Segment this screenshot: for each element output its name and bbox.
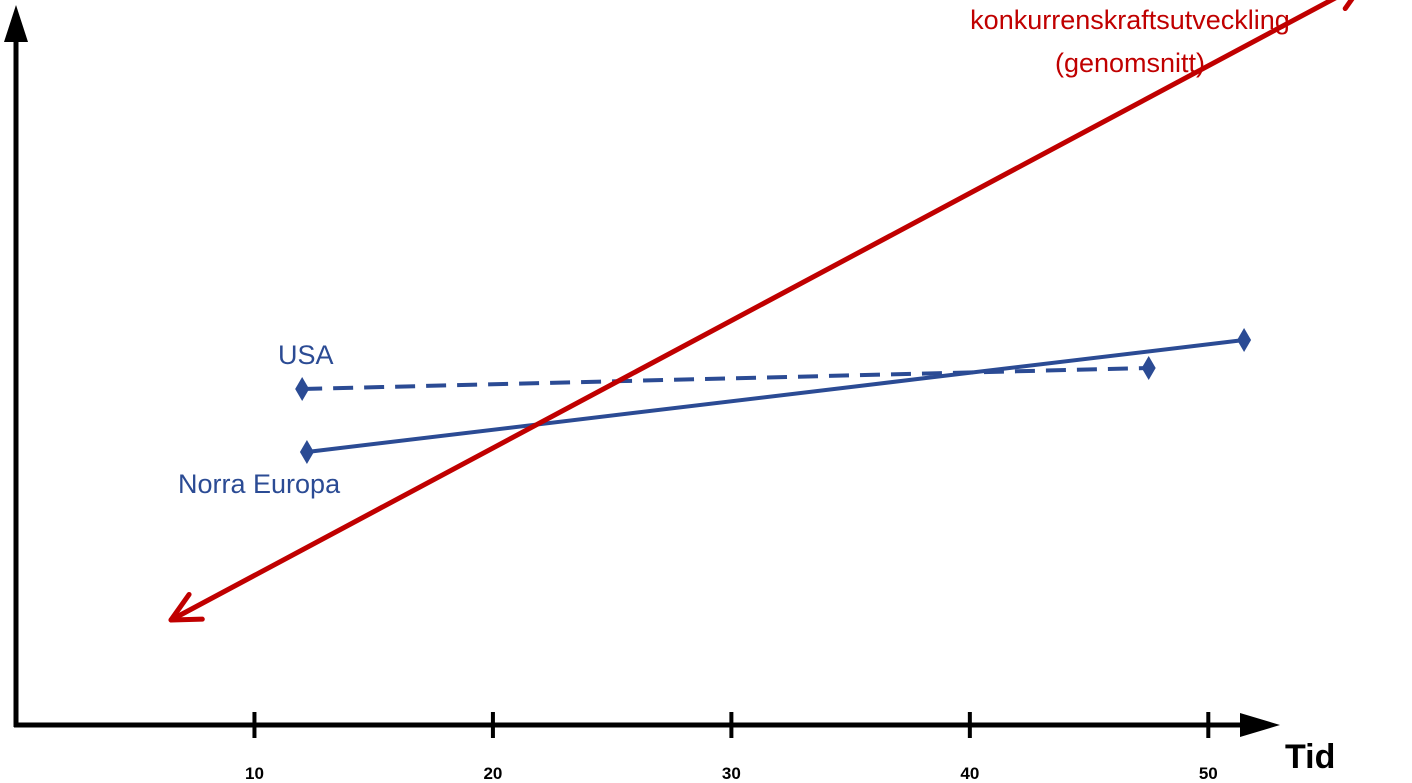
x-tick-label-20: 20 xyxy=(483,764,502,783)
x-tick-label-30: 30 xyxy=(722,764,741,783)
trend-layer xyxy=(168,0,1355,623)
x-ticks: 10 20 30 40 50 xyxy=(245,712,1218,783)
data-point-usa-0 xyxy=(295,377,310,401)
data-point-norra-europa-0 xyxy=(299,440,314,464)
usa-label: USA xyxy=(278,340,334,370)
x-axis-arrowhead xyxy=(1240,713,1280,737)
trend-arrowhead-start xyxy=(168,591,205,623)
x-tick-label-50: 50 xyxy=(1199,764,1218,783)
trend-label-line-2: (genomsnitt) xyxy=(1055,48,1205,78)
x-tick-label-10: 10 xyxy=(245,764,264,783)
y-axis-arrowhead xyxy=(4,5,28,42)
series-line-norra-europa xyxy=(306,338,1245,454)
trend-label-line-1: konkurrenskraftsutveckling xyxy=(970,5,1290,35)
data-point-usa-1 xyxy=(1141,356,1156,380)
norra-europa-label: Norra Europa xyxy=(178,469,341,499)
trend-arrowhead-end xyxy=(1342,0,1355,12)
data-point-norra-europa-1 xyxy=(1237,328,1252,352)
x-tick-label-40: 40 xyxy=(960,764,979,783)
axes xyxy=(4,5,1280,737)
series-layer xyxy=(295,328,1252,464)
trend-line xyxy=(168,0,1337,623)
x-axis-title: Tid xyxy=(1285,738,1335,776)
series-line-usa xyxy=(302,366,1149,391)
